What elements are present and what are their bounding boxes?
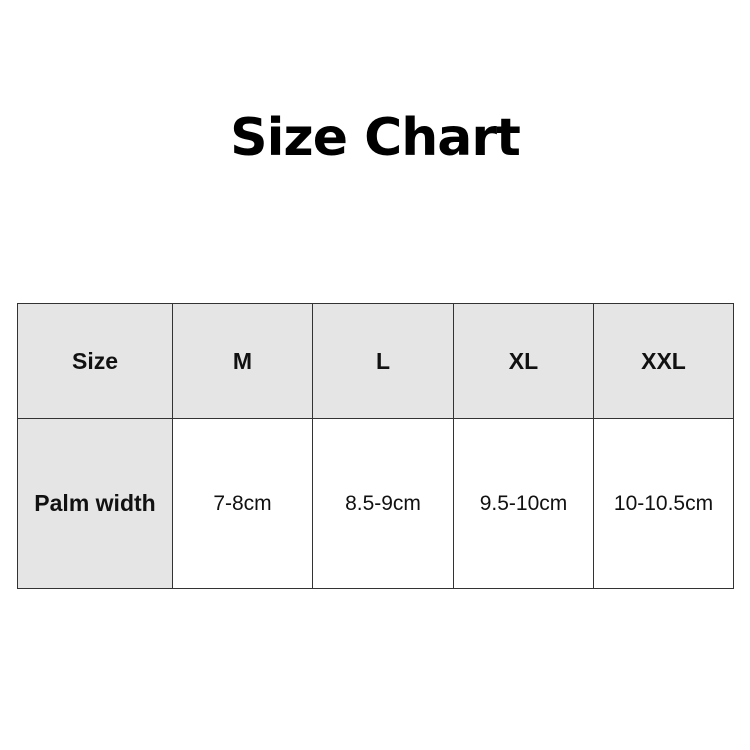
- header-cell: XXL: [593, 303, 734, 419]
- table-cell: 9.5-10cm: [453, 418, 594, 589]
- table-row: Palm width 7-8cm 8.5-9cm 9.5-10cm 10-10.…: [17, 418, 734, 589]
- header-cell: L: [312, 303, 454, 419]
- page-title: Size Chart: [230, 108, 521, 168]
- header-cell: XL: [453, 303, 594, 419]
- table-cell: 7-8cm: [172, 418, 313, 589]
- row-label: Palm width: [17, 418, 173, 589]
- header-cell: Size: [17, 303, 173, 419]
- table-cell: 10-10.5cm: [593, 418, 734, 589]
- header-row: Size M L XL XXL: [17, 303, 734, 419]
- header-cell: M: [172, 303, 313, 419]
- size-table: Size M L XL XXL Palm width 7-8cm 8.5-9cm…: [17, 303, 734, 589]
- table-cell: 8.5-9cm: [312, 418, 454, 589]
